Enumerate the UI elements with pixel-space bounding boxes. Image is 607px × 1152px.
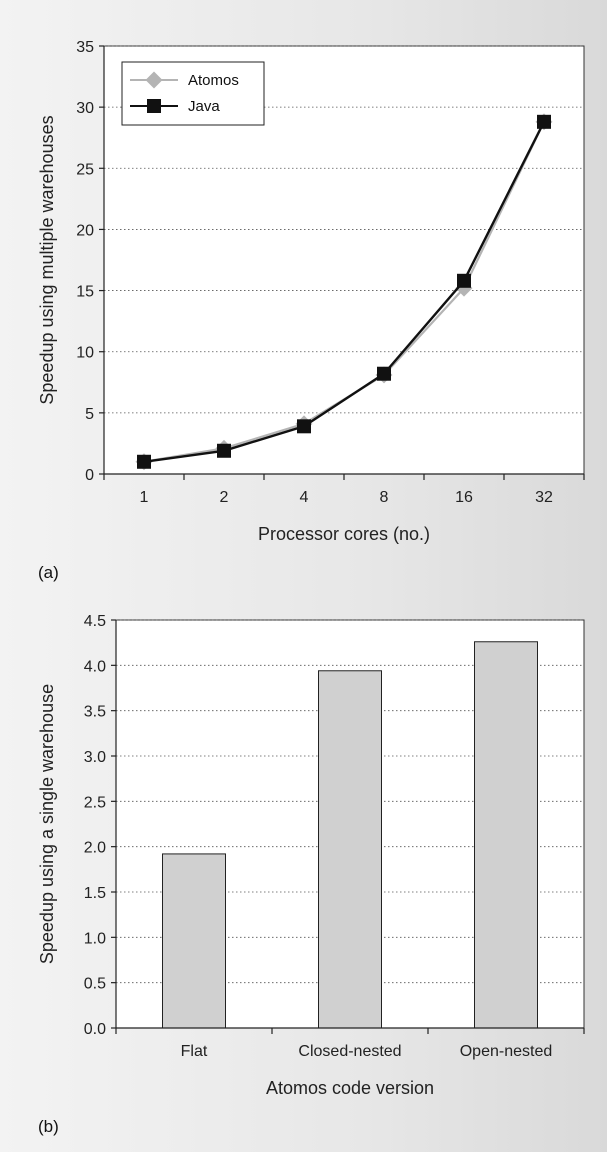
y-axis-label-b: Speedup using a single warehouse (37, 684, 57, 964)
y-ticks-a: 0 5 10 15 20 25 30 35 (76, 39, 104, 484)
x-ticks-b: Flat Closed-nested Open-nested (115, 1028, 585, 1060)
y-tick-label: 25 (76, 161, 94, 178)
legend-marker-java (147, 99, 161, 113)
panel-label-b: (b) (38, 1117, 59, 1136)
y-tick-label: 1.5 (84, 885, 106, 902)
x-tick-label: 16 (455, 489, 473, 506)
x-axis-label-b: Atomos code version (266, 1078, 434, 1098)
y-tick-label: 4.0 (84, 658, 106, 675)
legend-marker-atomos (145, 71, 163, 89)
data-point-java (377, 366, 391, 381)
y-tick-label: 4.5 (84, 613, 106, 630)
data-point-java (537, 114, 551, 129)
x-tick-label: Open-nested (460, 1043, 553, 1060)
axes-b (115, 620, 584, 1029)
y-tick-label: 3.5 (84, 704, 106, 721)
y-tick-label: 1.0 (84, 930, 106, 947)
data-point-java (137, 454, 151, 469)
y-tick-label: 20 (76, 222, 94, 239)
bar (162, 853, 226, 1029)
x-tick-label: 2 (220, 489, 229, 506)
legend-a: Atomos Java (121, 61, 265, 126)
y-tick-label: 35 (76, 39, 94, 56)
legend-box (121, 61, 265, 126)
series-line-java (143, 121, 546, 463)
y-ticks-b: 0.0 0.5 1.0 1.5 2.0 2.5 3.0 3.5 4.0 4.5 (84, 613, 116, 1038)
bar (474, 641, 538, 1029)
bar-chart: 0.0 0.5 1.0 1.5 2.0 2.5 3.0 3.5 4.0 4.5 Flat Close… (37, 613, 585, 1136)
data-point-java (457, 273, 471, 288)
y-tick-label: 30 (76, 100, 94, 117)
legend-label-java: Java (188, 98, 220, 115)
bars-b (162, 641, 538, 1029)
x-tick-label: 8 (380, 489, 389, 506)
gridlines-a (104, 45, 584, 414)
y-tick-label: 2.0 (84, 840, 106, 857)
y-tick-label: 5 (85, 406, 94, 423)
y-tick-label: 10 (76, 345, 94, 362)
series-a (135, 113, 553, 471)
y-tick-label: 2.5 (84, 794, 106, 811)
y-tick-label: 15 (76, 284, 94, 301)
y-axis-label-a: Speedup using multiple warehouses (37, 115, 57, 404)
bar (318, 670, 382, 1029)
y-tick-label: 0.5 (84, 976, 106, 993)
x-tick-label: 32 (535, 489, 553, 506)
x-tick-label: Closed-nested (298, 1043, 401, 1060)
x-ticks-a: 1 2 4 8 16 32 (103, 474, 585, 506)
y-tick-label: 3.0 (84, 749, 106, 766)
data-point-java (297, 419, 311, 434)
x-axis-label-a: Processor cores (no.) (258, 524, 430, 544)
y-tick-label: 0.0 (84, 1021, 106, 1038)
legend-label-atomos: Atomos (188, 72, 239, 89)
line-chart: 0 5 10 15 20 25 30 35 1 2 4 8 16 32 Processor cores … (37, 39, 585, 582)
x-tick-label: 1 (140, 489, 149, 506)
y-tick-label: 0 (85, 467, 94, 484)
panel-label-a: (a) (38, 563, 59, 582)
data-point-java (217, 443, 231, 458)
x-tick-label: Flat (181, 1043, 208, 1060)
x-tick-label: 4 (300, 489, 309, 506)
